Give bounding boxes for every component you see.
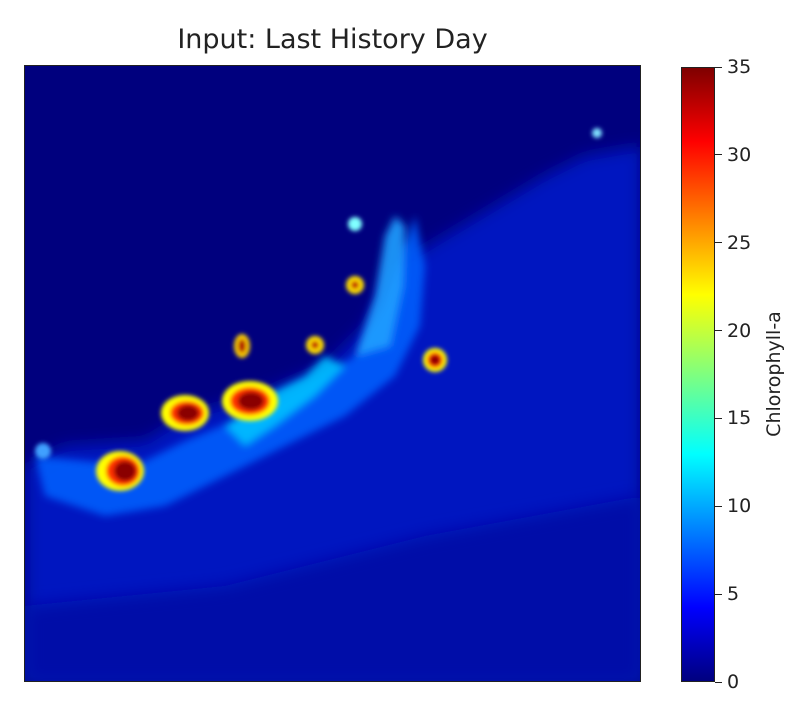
heatmap-svg	[25, 66, 641, 682]
colorbar-tick-label: 10	[727, 496, 751, 516]
hotspot-centre-left	[161, 395, 209, 431]
colorbar-tick	[715, 154, 722, 155]
colorbar-tick-label: 5	[727, 584, 739, 604]
heatmap-plot-area	[24, 65, 641, 682]
colorbar-tick	[715, 242, 722, 243]
hotspot-right	[423, 348, 447, 372]
hotspot-left	[96, 451, 144, 491]
colorbar-tick-label: 25	[727, 233, 751, 253]
colorbar-tick	[715, 330, 722, 331]
colorbar-tick-label: 35	[727, 57, 751, 77]
colorbar-tick-label: 0	[727, 672, 739, 692]
colorbar	[681, 67, 715, 682]
colorbar-label: Chlorophyll-a	[763, 311, 785, 437]
colorbar-tick-label: 20	[727, 321, 751, 341]
chart-title: Input: Last History Day	[24, 24, 641, 55]
colorbar-tick	[715, 67, 722, 68]
colorbar-tick-label: 30	[727, 145, 751, 165]
colorbar-tick-label: 15	[727, 408, 751, 428]
colorbar-tick	[715, 682, 722, 683]
colorbar-tick	[715, 418, 722, 419]
colorbar-tick	[715, 594, 722, 595]
colorbar-tick	[715, 506, 722, 507]
